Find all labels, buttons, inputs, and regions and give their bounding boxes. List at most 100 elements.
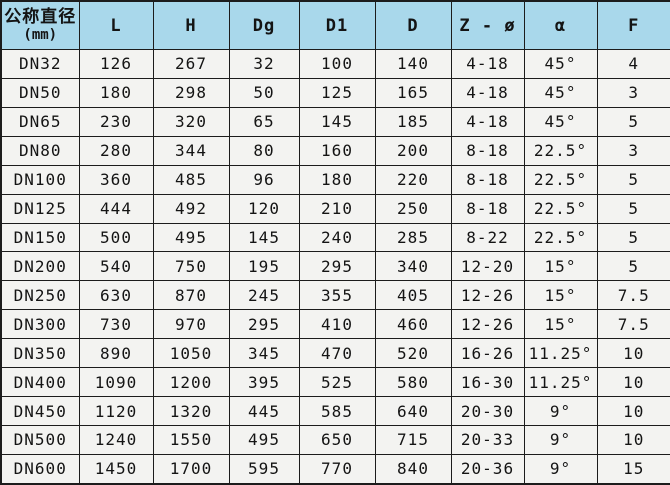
value-cell: 100 (298, 49, 376, 79)
value-cell: 9° (523, 396, 598, 426)
value-cell: 22.5° (523, 222, 598, 253)
header-nominal-diameter-label: 公称直径 (4, 6, 77, 27)
value-cell: 120 (228, 193, 300, 224)
table-row: DN350 890 1050 345 470 520 16-26 11.25° 10 (0, 338, 670, 369)
row-label-cell: DN350 (0, 338, 80, 369)
value-cell: 298 (152, 77, 230, 108)
value-cell: 770 (298, 453, 376, 485)
value-cell: 1450 (78, 453, 154, 485)
row-label-cell: DN600 (0, 453, 80, 485)
row-label-cell: DN32 (0, 49, 80, 79)
header-Z-holes: Z - ø (450, 0, 525, 50)
value-cell: 9° (523, 453, 598, 485)
value-cell: 12-20 (450, 251, 525, 282)
value-cell: 45° (523, 106, 598, 137)
value-cell: 5 (596, 193, 670, 224)
header-D1: D1 (298, 0, 376, 50)
value-cell: 140 (374, 49, 452, 79)
value-cell: 250 (374, 193, 452, 224)
row-label-cell: DN125 (0, 193, 80, 224)
header-alpha: α (523, 0, 598, 50)
value-cell: 460 (374, 309, 452, 340)
value-cell: 3 (596, 77, 670, 108)
value-cell: 5 (596, 222, 670, 253)
value-cell: 4-18 (450, 77, 525, 108)
value-cell: 650 (298, 424, 376, 455)
value-cell: 360 (78, 164, 154, 195)
value-cell: 395 (228, 367, 300, 398)
table-row: DN200 540 750 195 295 340 12-20 15° 5 (0, 251, 670, 282)
value-cell: 45° (523, 77, 598, 108)
value-cell: 1320 (152, 396, 230, 426)
row-label-cell: DN150 (0, 222, 80, 253)
value-cell: 8-22 (450, 222, 525, 253)
value-cell: 10 (596, 424, 670, 455)
value-cell: 970 (152, 309, 230, 340)
value-cell: 11.25° (523, 338, 598, 369)
value-cell: 5 (596, 251, 670, 282)
value-cell: 630 (78, 280, 154, 311)
value-cell: 870 (152, 280, 230, 311)
value-cell: 1550 (152, 424, 230, 455)
value-cell: 4-18 (450, 106, 525, 137)
table-row: DN65 230 320 65 145 185 4-18 45° 5 (0, 106, 670, 137)
value-cell: 20-30 (450, 396, 525, 426)
value-cell: 520 (374, 338, 452, 369)
table-row: DN125 444 492 120 210 250 8-18 22.5° 5 (0, 193, 670, 224)
value-cell: 295 (298, 251, 376, 282)
value-cell: 185 (374, 106, 452, 137)
row-label-cell: DN300 (0, 309, 80, 340)
value-cell: 525 (298, 367, 376, 398)
value-cell: 80 (228, 135, 300, 166)
value-cell: 125 (298, 77, 376, 108)
value-cell: 410 (298, 309, 376, 340)
value-cell: 165 (374, 77, 452, 108)
value-cell: 1700 (152, 453, 230, 485)
value-cell: 495 (152, 222, 230, 253)
value-cell: 1240 (78, 424, 154, 455)
table-row: DN150 500 495 145 240 285 8-22 22.5° 5 (0, 222, 670, 253)
value-cell: 22.5° (523, 164, 598, 195)
value-cell: 8-18 (450, 193, 525, 224)
value-cell: 15° (523, 309, 598, 340)
row-label-cell: DN450 (0, 396, 80, 426)
header-H: H (152, 0, 230, 50)
value-cell: 470 (298, 338, 376, 369)
value-cell: 344 (152, 135, 230, 166)
value-cell: 730 (78, 309, 154, 340)
value-cell: 20-33 (450, 424, 525, 455)
row-label-cell: DN80 (0, 135, 80, 166)
value-cell: 8-18 (450, 135, 525, 166)
header-row: 公称直径 (mm) L H Dg D1 D Z - ø α F (0, 0, 670, 50)
value-cell: 444 (78, 193, 154, 224)
value-cell: 1090 (78, 367, 154, 398)
value-cell: 405 (374, 280, 452, 311)
value-cell: 640 (374, 396, 452, 426)
table-row: DN250 630 870 245 355 405 12-26 15° 7.5 (0, 280, 670, 311)
table-row: DN300 730 970 295 410 460 12-26 15° 7.5 (0, 309, 670, 340)
value-cell: 267 (152, 49, 230, 79)
value-cell: 890 (78, 338, 154, 369)
value-cell: 15 (596, 453, 670, 485)
table-row: DN500 1240 1550 495 650 715 20-33 9° 10 (0, 424, 670, 455)
table-row: DN600 1450 1700 595 770 840 20-36 9° 15 (0, 453, 670, 485)
value-cell: 8-18 (450, 164, 525, 195)
value-cell: 240 (298, 222, 376, 253)
value-cell: 340 (374, 251, 452, 282)
value-cell: 7.5 (596, 309, 670, 340)
value-cell: 750 (152, 251, 230, 282)
value-cell: 445 (228, 396, 300, 426)
value-cell: 1120 (78, 396, 154, 426)
value-cell: 160 (298, 135, 376, 166)
value-cell: 45° (523, 49, 598, 79)
value-cell: 15° (523, 280, 598, 311)
header-L: L (78, 0, 154, 50)
table-row: DN32 126 267 32 100 140 4-18 45° 4 (0, 49, 670, 79)
value-cell: 50 (228, 77, 300, 108)
value-cell: 500 (78, 222, 154, 253)
row-label-cell: DN100 (0, 164, 80, 195)
value-cell: 715 (374, 424, 452, 455)
value-cell: 492 (152, 193, 230, 224)
value-cell: 126 (78, 49, 154, 79)
